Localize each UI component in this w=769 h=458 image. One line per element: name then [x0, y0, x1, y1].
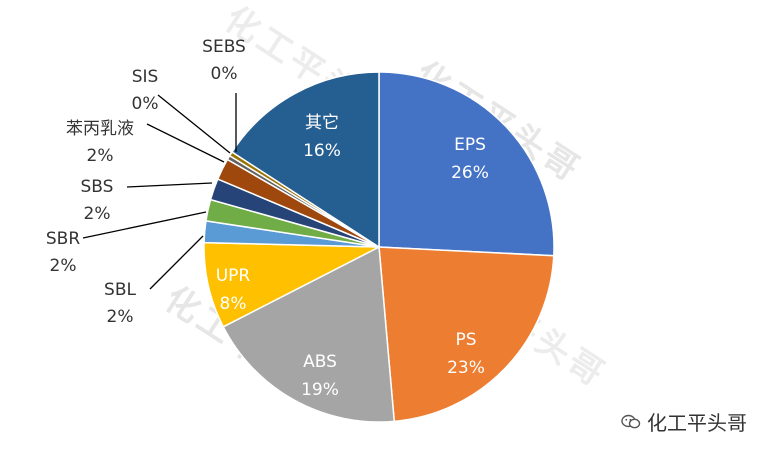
slice-label-6: SBS 2% — [81, 177, 114, 224]
pie-slice-2 — [222, 245, 396, 423]
slice-label-0: EPS 26% — [451, 135, 489, 183]
credit-text: 化工平头哥 — [647, 411, 747, 435]
leader-line-7 — [146, 123, 225, 163]
leader-line-8 — [157, 94, 231, 154]
slice-label-9: SEBS 0% — [202, 37, 246, 84]
leader-line-6 — [126, 182, 213, 188]
slice-label-4: SBL 2% — [104, 280, 136, 327]
pie-slice-0 — [378, 71, 555, 257]
slice-label-2: ABS 19% — [301, 352, 339, 400]
source-credit: 化工平头哥 — [621, 407, 747, 436]
slice-label-8: SIS 0% — [132, 67, 159, 114]
slice-label-5: SBR 2% — [46, 229, 80, 276]
slice-label-10: 其它 16% — [303, 113, 341, 161]
pie-slice-1 — [378, 246, 555, 423]
wechat-icon — [621, 414, 641, 428]
leader-line-4 — [149, 235, 204, 290]
slice-label-1: PS 23% — [447, 330, 485, 378]
slice-label-7: 苯丙乳液 2% — [66, 119, 134, 166]
leader-line-5 — [82, 211, 207, 239]
slice-label-3: UPR 8% — [216, 266, 251, 314]
pie-slice-10 — [230, 71, 380, 249]
